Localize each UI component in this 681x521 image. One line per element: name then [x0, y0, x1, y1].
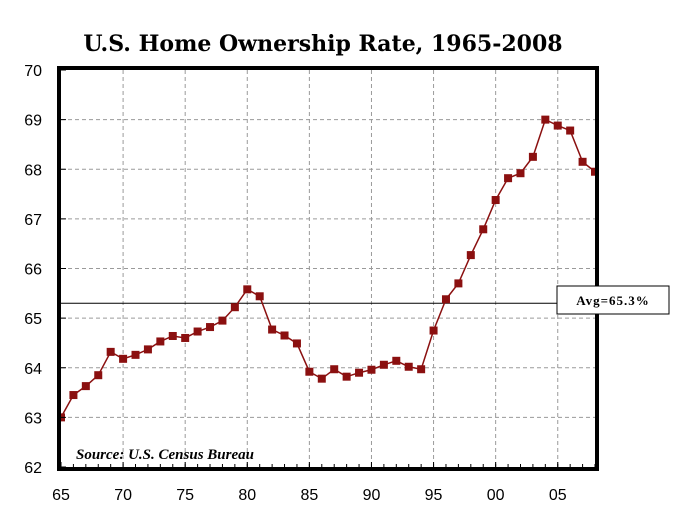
data-point — [168, 331, 177, 340]
data-point — [330, 365, 339, 374]
x-tick-label: 75 — [176, 487, 194, 504]
data-point — [355, 368, 364, 377]
data-point — [367, 365, 376, 374]
x-tick-label: 85 — [300, 487, 318, 504]
data-point — [268, 325, 277, 334]
data-point — [528, 152, 537, 161]
data-point — [553, 121, 562, 130]
data-point — [94, 371, 103, 380]
data-point — [392, 356, 401, 365]
data-point — [230, 303, 239, 312]
data-point — [218, 316, 227, 325]
x-tick-label: 00 — [487, 487, 505, 504]
data-point — [454, 279, 463, 288]
data-point — [504, 174, 513, 183]
chart-title: U.S. Home Ownership Rate, 1965-2008 — [83, 31, 562, 57]
y-tick-label: 65 — [24, 311, 42, 328]
data-point — [206, 323, 215, 332]
data-point — [417, 365, 426, 374]
x-tick-label: 80 — [238, 487, 256, 504]
x-tick-label: 95 — [425, 487, 443, 504]
data-point — [479, 225, 488, 234]
x-axis-ticks: 65 70 75 80 85 90 95 00 05 — [52, 462, 596, 504]
average-label-box: Avg=65.3% — [556, 285, 670, 315]
y-axis-ticks: 62 63 64 65 66 67 68 69 70 — [24, 63, 66, 477]
data-point — [119, 354, 128, 363]
data-point — [516, 169, 525, 178]
data-point — [69, 391, 78, 400]
data-point — [441, 295, 450, 304]
data-point — [317, 374, 326, 383]
data-point — [578, 157, 587, 166]
y-tick-label: 66 — [24, 262, 42, 279]
data-point — [379, 360, 388, 369]
series-group — [57, 115, 599, 422]
grid-lines — [61, 70, 595, 467]
y-tick-label: 70 — [24, 63, 42, 80]
data-point — [342, 372, 351, 381]
x-tick-label: 90 — [363, 487, 381, 504]
data-point — [566, 126, 575, 135]
data-point — [156, 337, 165, 346]
x-tick-label: 70 — [114, 487, 132, 504]
y-tick-label: 67 — [24, 212, 42, 229]
data-point — [131, 350, 140, 359]
plot-frame — [57, 66, 599, 471]
source-annotation: Source: U.S. Census Bureau — [76, 447, 254, 463]
y-tick-label: 68 — [24, 162, 42, 179]
data-point — [491, 196, 500, 205]
data-point — [181, 333, 190, 342]
data-point — [292, 339, 301, 348]
data-point — [404, 362, 413, 371]
average-label-frame — [556, 285, 670, 315]
y-tick-label: 63 — [24, 410, 42, 427]
data-point — [81, 382, 90, 391]
data-point — [143, 345, 152, 354]
data-point — [280, 331, 289, 340]
data-point — [243, 285, 252, 294]
data-point — [193, 327, 202, 336]
data-point — [255, 292, 264, 301]
data-point — [305, 367, 314, 376]
data-point — [466, 251, 475, 260]
y-tick-label: 64 — [24, 361, 42, 378]
data-point — [541, 115, 550, 124]
x-tick-label: 65 — [52, 487, 70, 504]
y-tick-label: 62 — [24, 460, 42, 477]
y-tick-label: 69 — [24, 113, 42, 130]
x-tick-label: 05 — [549, 487, 567, 504]
data-point — [429, 326, 438, 335]
average-label: Avg=65.3% — [576, 293, 650, 308]
data-point — [106, 347, 115, 356]
